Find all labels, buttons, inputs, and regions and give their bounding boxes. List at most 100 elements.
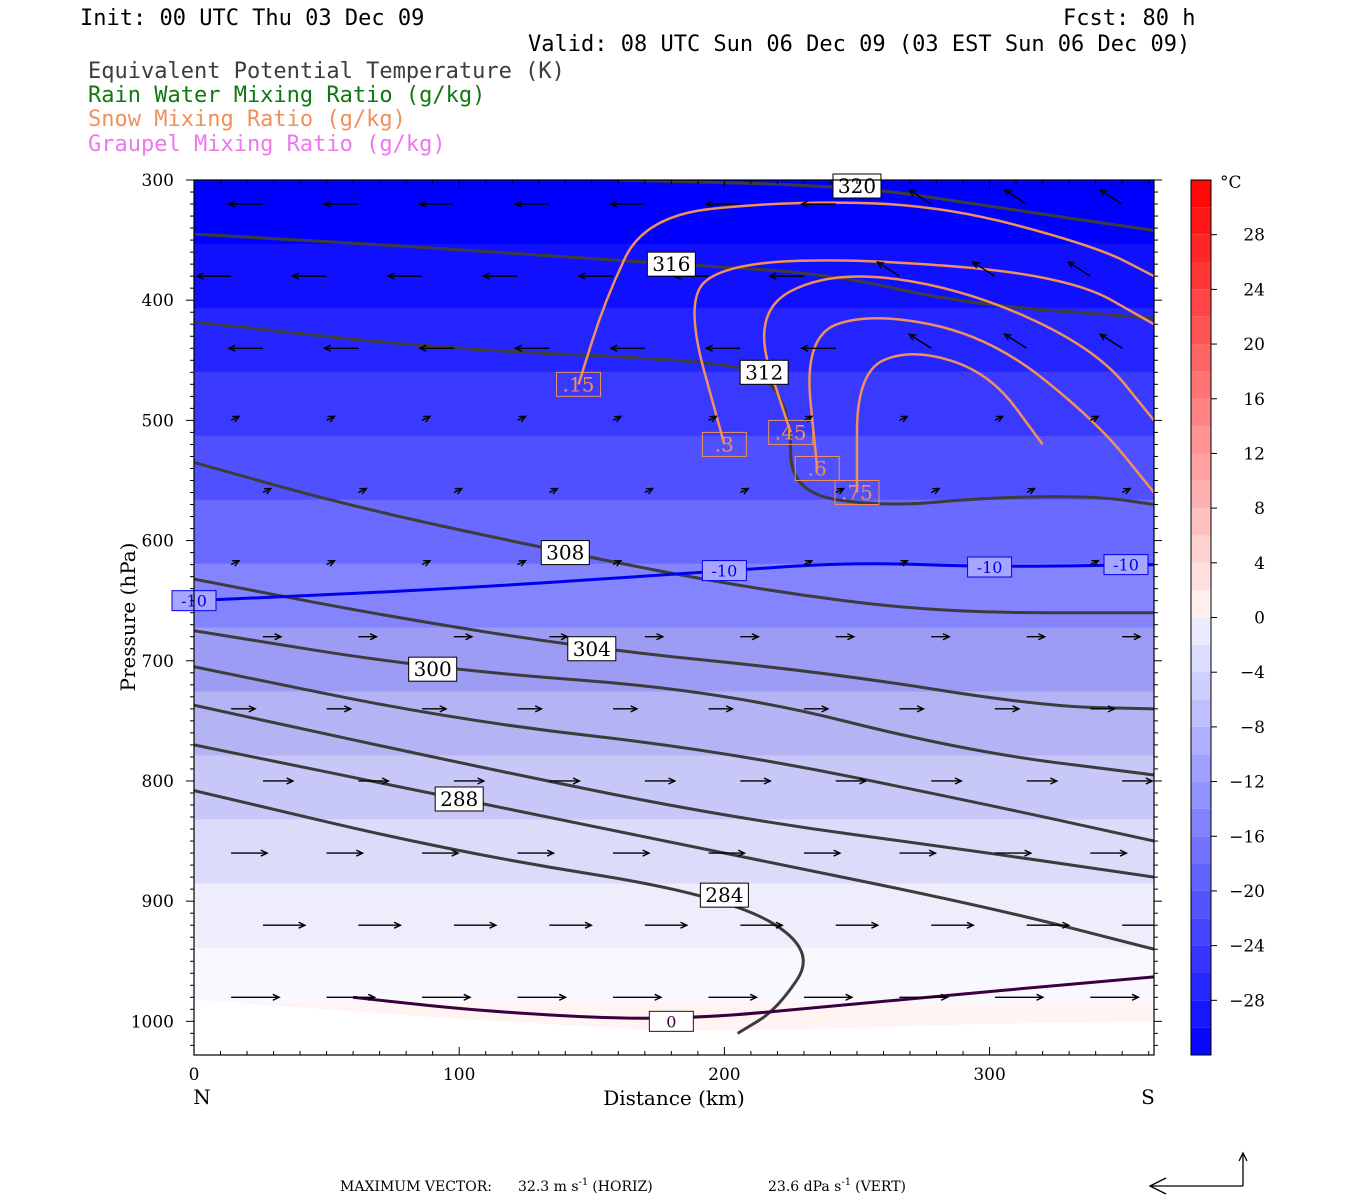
wind-vector-head bbox=[800, 200, 809, 208]
theta-e-line bbox=[194, 665, 1154, 843]
south-end-label: S bbox=[1141, 1085, 1155, 1109]
wind-vector-head bbox=[322, 200, 332, 208]
colorbar-swatch bbox=[1191, 972, 1211, 1001]
x-tick-label: 200 bbox=[708, 1065, 740, 1085]
wind-vector bbox=[1099, 333, 1123, 349]
wind-vector-head bbox=[942, 633, 951, 641]
wind-vector-head bbox=[630, 705, 639, 713]
wind-vector-head bbox=[518, 415, 528, 423]
colorbar-tick-label: 12 bbox=[1243, 444, 1265, 464]
wind-vector-head bbox=[327, 559, 337, 567]
wind-vector bbox=[908, 189, 932, 205]
y-tick-label: 700 bbox=[142, 652, 174, 672]
snow-label: .45 bbox=[775, 420, 807, 444]
wind-vector-head bbox=[645, 487, 655, 495]
theta-e-line bbox=[194, 743, 1154, 951]
colorbar-swatch bbox=[1191, 890, 1211, 919]
wind-vector-head bbox=[613, 415, 623, 423]
wind-vector-head bbox=[481, 272, 491, 280]
wind-vector-head bbox=[859, 777, 868, 785]
wind-vector-head bbox=[1123, 487, 1132, 495]
theta-e-label: 288 bbox=[440, 787, 478, 811]
wind-vector-head bbox=[907, 189, 917, 197]
wind-vector-head bbox=[900, 559, 909, 567]
colorbar-swatch bbox=[1191, 371, 1211, 399]
wind-vector-head bbox=[1158, 922, 1164, 928]
colorbar-tick-label: 8 bbox=[1254, 499, 1265, 519]
wind-vector-head bbox=[609, 344, 618, 352]
wind-vector-head bbox=[900, 415, 909, 423]
wind-vector-head bbox=[418, 200, 427, 208]
wind-vector-head bbox=[286, 777, 295, 785]
snow-line bbox=[577, 201, 1154, 385]
wind-vector-head bbox=[359, 487, 368, 495]
isotherm-label: -10 bbox=[977, 558, 1003, 577]
wind-vector-head bbox=[272, 993, 281, 1001]
wind-vector-head bbox=[1027, 487, 1037, 495]
wind-vector-head bbox=[546, 849, 556, 857]
wind-vector-head bbox=[1038, 633, 1047, 641]
theta-e-label: 320 bbox=[838, 174, 876, 198]
wind-vector-head bbox=[1091, 415, 1100, 423]
legend-snow: Snow Mixing Ratio (g/kg) bbox=[88, 107, 406, 132]
wind-vector-head bbox=[1050, 777, 1059, 785]
wind-vector-head bbox=[836, 487, 846, 495]
terrain-mask bbox=[194, 999, 1154, 1055]
theta-e-label: 316 bbox=[652, 252, 690, 276]
colorbar-swatch bbox=[1191, 945, 1211, 973]
wind-vector-head bbox=[322, 344, 332, 352]
colorbar-swatch bbox=[1191, 836, 1211, 864]
wind-vector-head bbox=[749, 993, 759, 1001]
wind-vector-head bbox=[680, 921, 689, 929]
isotherm-label-box bbox=[967, 556, 1013, 578]
theta-e-label-box bbox=[699, 882, 749, 908]
theta-e-label-box bbox=[739, 359, 789, 385]
wind-vector-head bbox=[418, 344, 427, 352]
theta-e-label: 312 bbox=[745, 360, 783, 384]
wind-vector-head bbox=[195, 272, 204, 280]
vert-max-value: 23.6 dPa s bbox=[768, 1179, 841, 1195]
valid-time: Valid: 08 UTC Sun 06 Dec 09 (03 EST Sun … bbox=[528, 32, 1190, 57]
terrain-surface bbox=[194, 999, 1154, 1055]
wind-vector-head bbox=[1066, 261, 1076, 269]
wind-vector bbox=[1004, 333, 1028, 349]
colorbar-tick-label: 28 bbox=[1243, 226, 1265, 246]
wind-vector-head bbox=[1062, 921, 1071, 929]
wind-vector-head bbox=[1119, 849, 1128, 857]
wind-vector-head bbox=[737, 849, 747, 857]
colorbar-swatch bbox=[1191, 234, 1211, 263]
theta-e-label-box bbox=[832, 173, 882, 199]
wind-vector-head bbox=[609, 200, 618, 208]
colorbar-swatch bbox=[1191, 726, 1211, 755]
wind-vector-head bbox=[613, 559, 623, 567]
x-tick-label: 100 bbox=[443, 1065, 475, 1085]
wind-vector-head bbox=[1003, 189, 1012, 197]
wind-vector-head bbox=[804, 559, 814, 567]
wind-vector-head bbox=[423, 559, 432, 567]
colorbar-swatch bbox=[1191, 426, 1211, 454]
wind-vector-head bbox=[232, 559, 241, 567]
colorbar-swatch bbox=[1191, 480, 1211, 509]
wind-vector-head bbox=[928, 849, 938, 857]
wind-vector-head bbox=[386, 272, 395, 280]
legend-rain: Rain Water Mixing Ratio (g/kg) bbox=[88, 83, 485, 108]
wind-vector-head bbox=[656, 633, 665, 641]
x-axis-label: Distance (km) bbox=[603, 1086, 745, 1110]
colorbar-swatch bbox=[1191, 644, 1211, 673]
colorbar-swatch bbox=[1191, 508, 1211, 536]
wind-vector-head bbox=[451, 849, 460, 857]
wind-vector-head bbox=[577, 272, 586, 280]
wind-vector-head bbox=[871, 921, 880, 929]
wind-vector-head bbox=[550, 487, 559, 495]
snow-label: .75 bbox=[841, 481, 873, 505]
y-tick-label: 400 bbox=[142, 291, 174, 311]
temperature-shading bbox=[194, 180, 1154, 1055]
max-vector-footer: MAXIMUM VECTOR: 32.3 m s-1 (HORIZ) 23.6 d… bbox=[340, 1151, 1248, 1195]
wind-vector-head bbox=[367, 993, 377, 1001]
theta-e-label: 304 bbox=[573, 637, 611, 661]
y-tick-label: 300 bbox=[142, 171, 174, 191]
snow-line bbox=[693, 259, 1154, 445]
theta-e-label: 300 bbox=[414, 657, 452, 681]
wind-vector-head bbox=[775, 921, 784, 929]
wind-vector-head bbox=[534, 705, 544, 713]
